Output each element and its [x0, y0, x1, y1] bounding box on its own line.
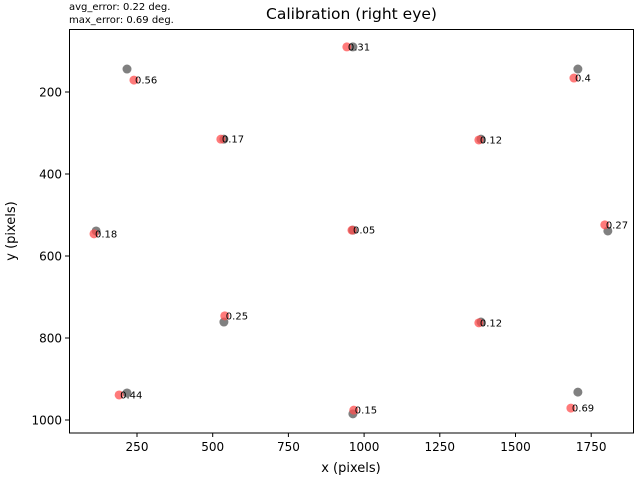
error-label: 0.4: [575, 74, 591, 85]
axes-frame: [69, 29, 634, 434]
y-axis-ticks: 200 400 600 800 1000: [31, 86, 69, 428]
error-label: 0.12: [480, 318, 502, 329]
gaze-point: [220, 311, 230, 321]
x-tick-label: 1500: [500, 440, 531, 454]
x-tick-label: 750: [277, 440, 300, 454]
gaze-point: [474, 318, 484, 328]
y-axis-label: y (pixels): [4, 201, 19, 261]
target-point: [122, 388, 132, 398]
target-point: [573, 64, 583, 74]
y-tick-label: 800: [39, 332, 62, 346]
gaze-point: [89, 229, 99, 239]
gaze-point: [129, 75, 139, 85]
chart-title: Calibration (right eye): [266, 5, 437, 23]
error-label: 0.05: [353, 226, 375, 237]
avg-error-note: avg_error: 0.22 deg.: [69, 2, 171, 13]
y-tick-label: 1000: [31, 414, 62, 428]
gaze-point: [569, 73, 579, 83]
error-label: 0.69: [572, 404, 594, 415]
error-label: 0.17: [222, 135, 244, 146]
gaze-point: [114, 390, 124, 400]
error-label: 0.18: [95, 229, 117, 240]
error-label: 0.27: [606, 220, 628, 231]
gaze-point: [347, 225, 357, 235]
error-label: 0.31: [348, 42, 370, 53]
error-label: 0.12: [480, 135, 502, 146]
gaze-point: [474, 135, 484, 145]
gaze-point: [216, 134, 226, 144]
error-label: 0.44: [120, 390, 142, 401]
error-label: 0.56: [135, 76, 157, 87]
y-tick-label: 400: [39, 168, 62, 182]
x-tick-label: 1250: [425, 440, 456, 454]
error-labels: 0.56 0.31 0.4 0.17 0.12 0.18 0.05 0.27 0.25 0.12 0…: [95, 42, 628, 416]
gaze-point: [349, 405, 359, 415]
gaze-point: [566, 403, 576, 413]
gaze-point: [342, 42, 352, 52]
y-tick-label: 200: [39, 86, 62, 100]
gaze-points: [89, 42, 610, 415]
error-label: 0.15: [355, 406, 377, 417]
y-tick-label: 600: [39, 250, 62, 264]
x-axis-label: x (pixels): [321, 461, 381, 476]
error-label: 0.25: [226, 311, 248, 322]
x-axis-ticks: 250 500 750 1000 1250 1500 1750: [126, 433, 607, 454]
max-error-note: max_error: 0.69 deg.: [69, 15, 174, 26]
target-point: [122, 64, 132, 74]
x-tick-label: 1750: [576, 440, 607, 454]
x-tick-label: 1000: [349, 440, 380, 454]
gaze-point: [600, 220, 610, 230]
x-tick-label: 500: [201, 440, 224, 454]
x-tick-label: 250: [126, 440, 149, 454]
target-point: [573, 387, 583, 397]
